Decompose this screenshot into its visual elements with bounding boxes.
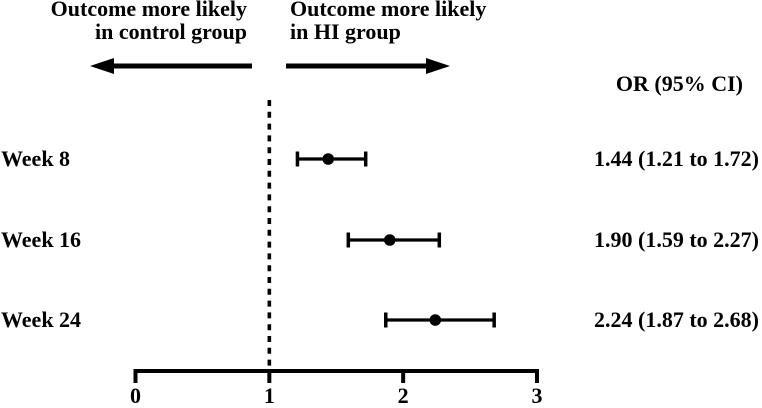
hi-annotation-line1: Outcome more likely [290,0,487,21]
x-axis-tick-label-0: 0 [130,383,141,408]
x-axis-tick-label-3: 3 [532,383,543,408]
left-arrow-icon [90,58,114,74]
hi-group-annotation: Outcome more likely in HI group [290,0,486,43]
or-ci-value-week-8: 1.44 (1.21 to 1.72) [594,146,759,171]
or-point-week-8 [322,153,335,165]
row-label-week-24: Week 24 [1,307,82,332]
or-ci-column-header: OR (95% CI) [615,71,743,96]
row-label-week-8: Week 8 [1,146,71,171]
row-label-week-16: Week 16 [1,227,82,252]
control-group-annotation: Outcome more likely in control group [51,0,247,43]
x-axis-tick-label-2: 2 [398,383,409,408]
right-arrow-icon [426,58,450,74]
or-point-week-24 [429,314,442,326]
or-ci-value-week-24: 2.24 (1.87 to 2.68) [594,307,759,332]
or-ci-value-week-16: 1.90 (1.59 to 2.27) [594,227,759,252]
control-annotation-line2: in control group [95,18,247,44]
or-point-week-16 [383,234,396,246]
hi-annotation-line2: in HI group [290,18,401,44]
x-axis-tick-label-1: 1 [264,383,275,408]
control-annotation-line1: Outcome more likely [50,0,247,21]
